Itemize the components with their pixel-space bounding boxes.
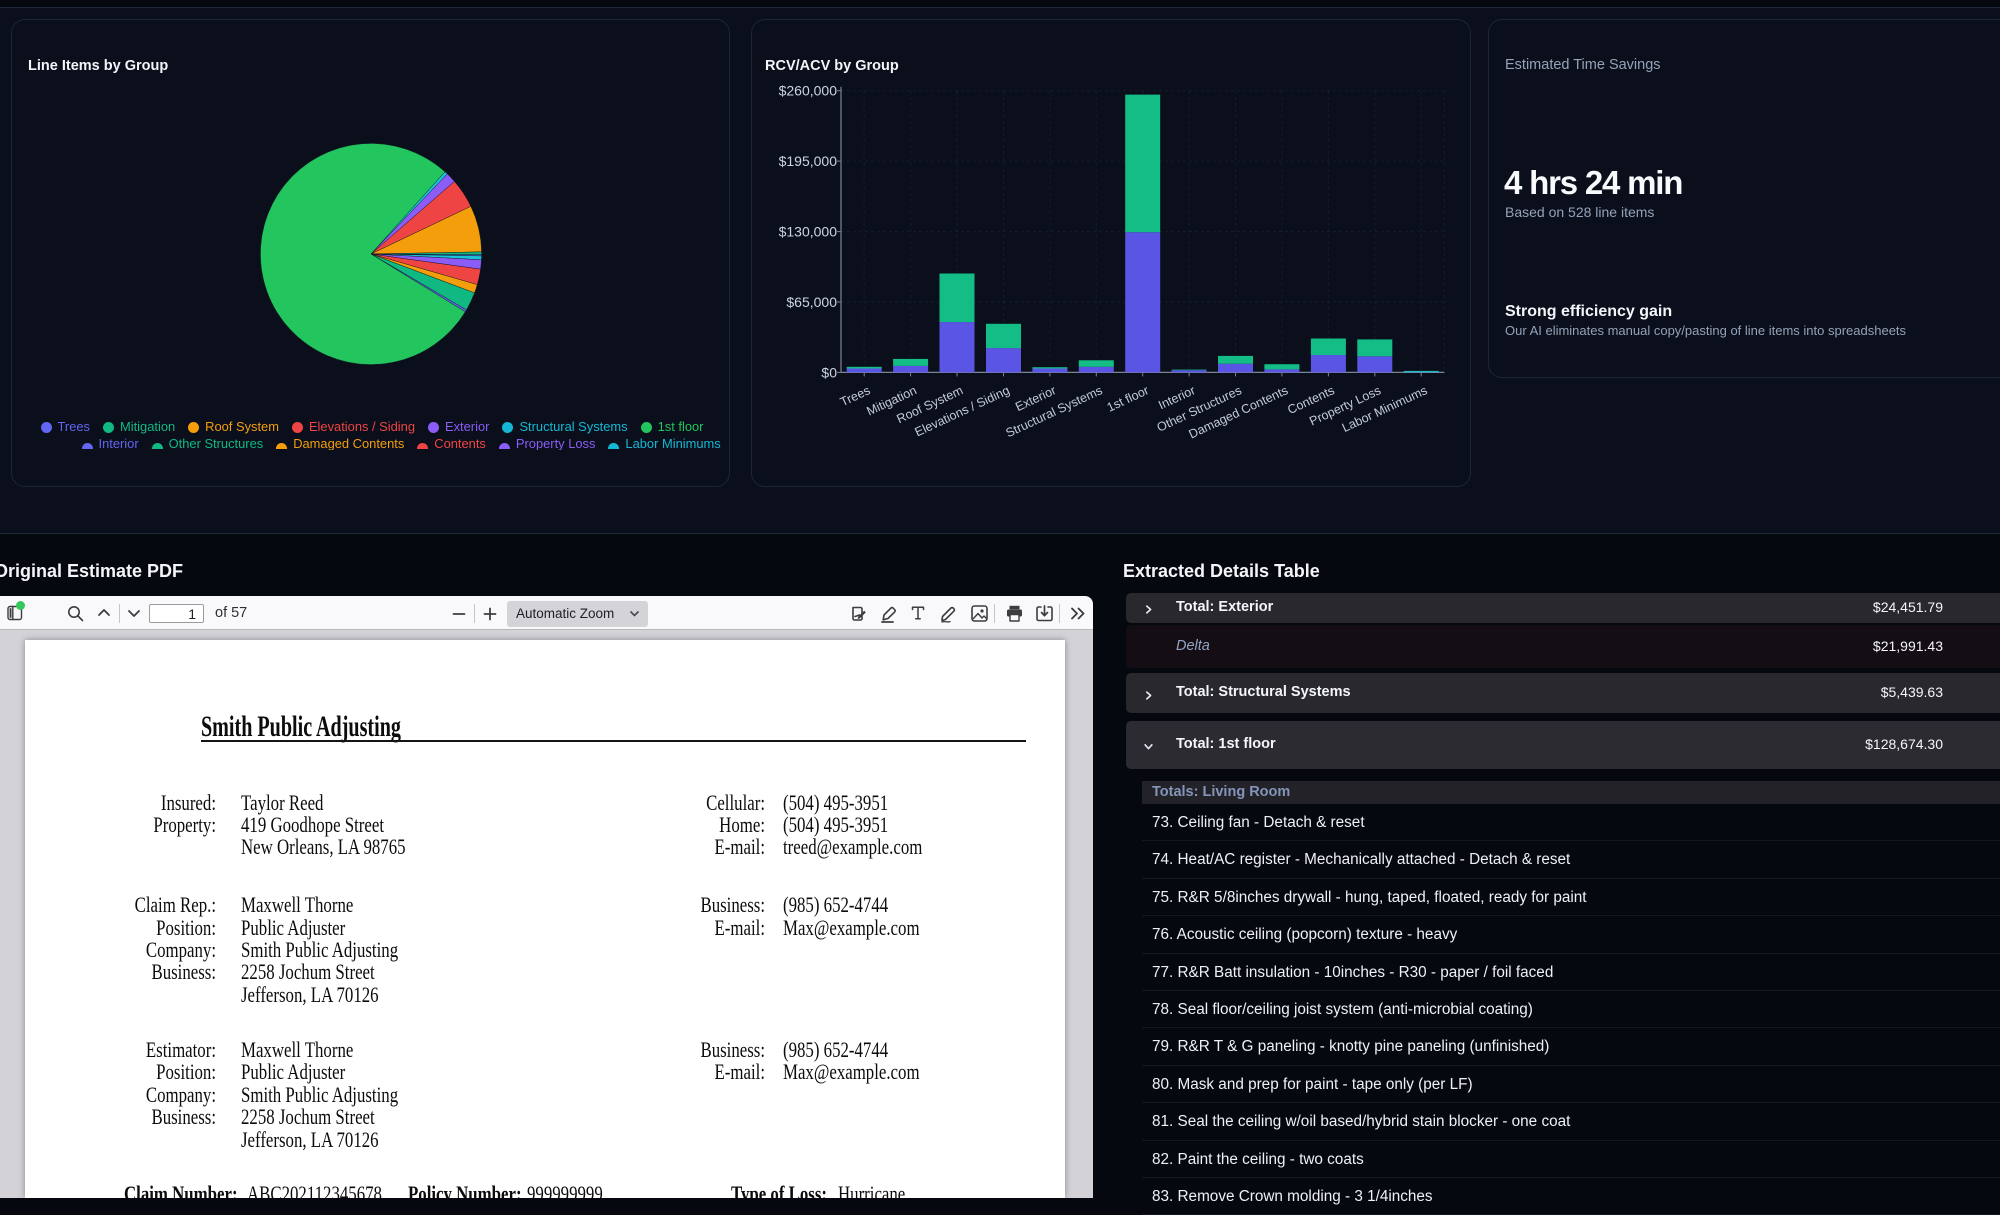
- svg-text:1st floor: 1st floor: [1105, 383, 1151, 414]
- svg-text:$195,000: $195,000: [779, 153, 838, 169]
- svg-text:$0: $0: [821, 364, 837, 380]
- svg-text:$260,000: $260,000: [779, 83, 838, 99]
- svg-text:$65,000: $65,000: [786, 294, 837, 310]
- svg-text:$130,000: $130,000: [779, 224, 838, 240]
